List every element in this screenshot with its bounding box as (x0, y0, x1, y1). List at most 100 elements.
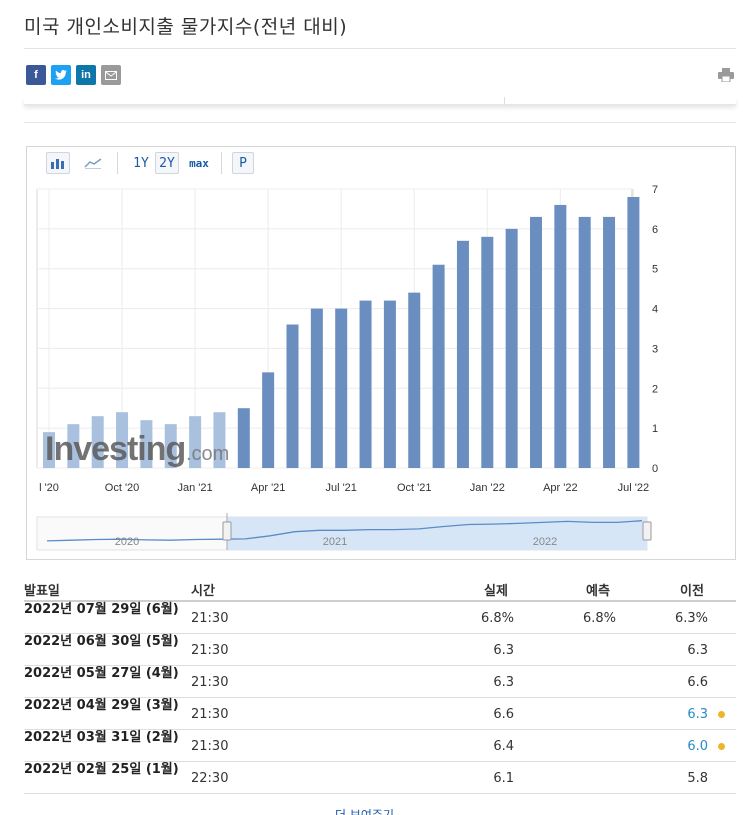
line-chart-toggle-icon[interactable] (81, 152, 105, 174)
bar (481, 236, 494, 468)
band-divider (504, 97, 505, 105)
navigator-series-line (46, 520, 643, 542)
navigator-selection (227, 517, 647, 550)
bar (456, 240, 469, 468)
print-icon[interactable] (718, 67, 734, 83)
release-date: 2022년 02월 25일 (1월) (24, 762, 179, 777)
share-bar: f in (26, 65, 121, 85)
y-tick-label: 2 (652, 383, 658, 395)
x-tick-label: Apr '21 (251, 482, 286, 494)
y-tick-label: 0 (652, 463, 658, 475)
bar-chart: Investing .com 0 1 2 3 4 5 6 7 l '20 Oct '20 Jan '2… (36, 184, 658, 551)
actual-value: 6.4 (493, 739, 514, 754)
bar (310, 308, 323, 468)
actual-value: 6.8% (480, 611, 514, 626)
navigator-year-label: 2020 (115, 536, 139, 548)
x-tick-label: Jan '21 (178, 482, 213, 494)
bar (262, 372, 275, 468)
previous-value: 5.8 (687, 771, 708, 786)
y-tick-label: 7 (652, 184, 658, 196)
release-history-table: 발표일 시간 실제 예측 이전 2022년 07월 29일 (6월) 21:30 6… (24, 574, 736, 794)
bar (67, 424, 80, 468)
range-1y-button[interactable]: 1Y (133, 155, 149, 171)
bar (335, 308, 348, 468)
table-row: 2022년 02월 25일 (1월) 22:30 6.1 5.8 (24, 762, 736, 794)
y-tick-label: 3 (652, 343, 658, 355)
table-row: 2022년 05월 27일 (4월) 21:30 6.3 6.6 (24, 666, 736, 698)
forecast-value: 6.8% (582, 611, 616, 626)
release-time: 21:30 (191, 707, 229, 722)
y-tick-label: 1 (652, 423, 658, 435)
bar (627, 196, 640, 468)
table-row: 2022년 07월 29일 (6월) 21:30 6.8% 6.8% 6.3% (24, 602, 736, 634)
release-time: 21:30 (191, 739, 229, 754)
bar (164, 424, 177, 468)
navigator-handle (642, 521, 652, 541)
table-row: 2022년 04월 29일 (3월) 21:30 6.6 6.3 (24, 698, 736, 730)
x-tick-label: Jul '22 (618, 482, 649, 494)
bar (383, 300, 396, 468)
header-date: 발표일 (24, 584, 60, 599)
email-icon[interactable] (101, 65, 121, 85)
navigator-handle (222, 521, 232, 541)
x-tick-label: Jan '22 (470, 482, 505, 494)
bar (286, 324, 299, 468)
previous-value: 6.3 (687, 707, 708, 722)
previous-value: 6.0 (687, 739, 708, 754)
release-date: 2022년 07월 29일 (6월) (24, 602, 179, 617)
chart-toolbar: 1Y 2Y max P (27, 147, 735, 179)
table-row: 2022년 03월 31일 (2월) 21:30 6.4 6.0 (24, 730, 736, 762)
bar-chart-toggle-icon[interactable] (46, 152, 70, 174)
linkedin-icon[interactable]: in (76, 65, 96, 85)
page-title: 미국 개인소비지출 물가지수(전년 대비) (24, 16, 348, 38)
previous-value: 6.3 (687, 643, 708, 658)
y-tick-label: 5 (652, 264, 658, 276)
scroll-shadow-band (24, 97, 736, 105)
release-time: 21:30 (191, 611, 229, 626)
bar (359, 300, 372, 468)
title-divider (24, 48, 736, 49)
header-previous: 이전 (680, 584, 704, 599)
release-date: 2022년 03월 31일 (2월) (24, 730, 179, 745)
previous-value: 6.6 (687, 675, 708, 690)
header-time: 시간 (191, 584, 215, 599)
navigator-year-label: 2022 (533, 536, 557, 548)
release-date: 2022년 04월 29일 (3월) (24, 698, 179, 713)
x-tick-label: Oct '20 (105, 482, 140, 494)
actual-value: 6.1 (493, 771, 514, 786)
header-forecast: 예측 (586, 584, 610, 599)
release-date: 2022년 05월 27일 (4월) (24, 666, 179, 681)
bar (432, 264, 445, 468)
percent-toggle-button[interactable]: P (232, 152, 254, 174)
show-more-link[interactable]: 더 보여주기 (335, 808, 395, 815)
toolbar-separator (221, 152, 222, 174)
release-date: 2022년 06월 30일 (5월) (24, 634, 179, 649)
revision-dot-icon[interactable] (718, 711, 725, 718)
table-body: 2022년 07월 29일 (6월) 21:30 6.8% 6.8% 6.3% 2022년… (24, 602, 736, 794)
y-tick-label: 6 (652, 224, 658, 236)
header-actual: 실제 (484, 584, 508, 599)
bar (116, 412, 129, 468)
revision-dot-icon[interactable] (718, 743, 725, 750)
table-row: 2022년 06월 30일 (5월) 21:30 6.3 6.3 (24, 634, 736, 666)
bar (91, 416, 104, 468)
table-header: 발표일 시간 실제 예측 이전 (24, 574, 736, 602)
twitter-icon[interactable] (51, 65, 71, 85)
x-tick-label: Apr '22 (543, 482, 578, 494)
bar (578, 216, 591, 468)
x-tick-label: Oct '21 (397, 482, 432, 494)
bar (554, 204, 567, 468)
range-2y-button[interactable]: 2Y (155, 152, 179, 174)
y-tick-label: 4 (652, 304, 658, 316)
facebook-icon[interactable]: f (26, 65, 46, 85)
section-divider (24, 122, 736, 123)
bar (189, 416, 202, 468)
bar (140, 420, 153, 468)
toolbar-separator (117, 152, 118, 174)
x-tick-label: Jul '21 (325, 482, 356, 494)
bar (603, 216, 616, 468)
range-max-button[interactable]: max (189, 156, 209, 170)
actual-value: 6.3 (493, 675, 514, 690)
navigator-year-label: 2021 (323, 536, 347, 548)
bar (213, 412, 226, 468)
